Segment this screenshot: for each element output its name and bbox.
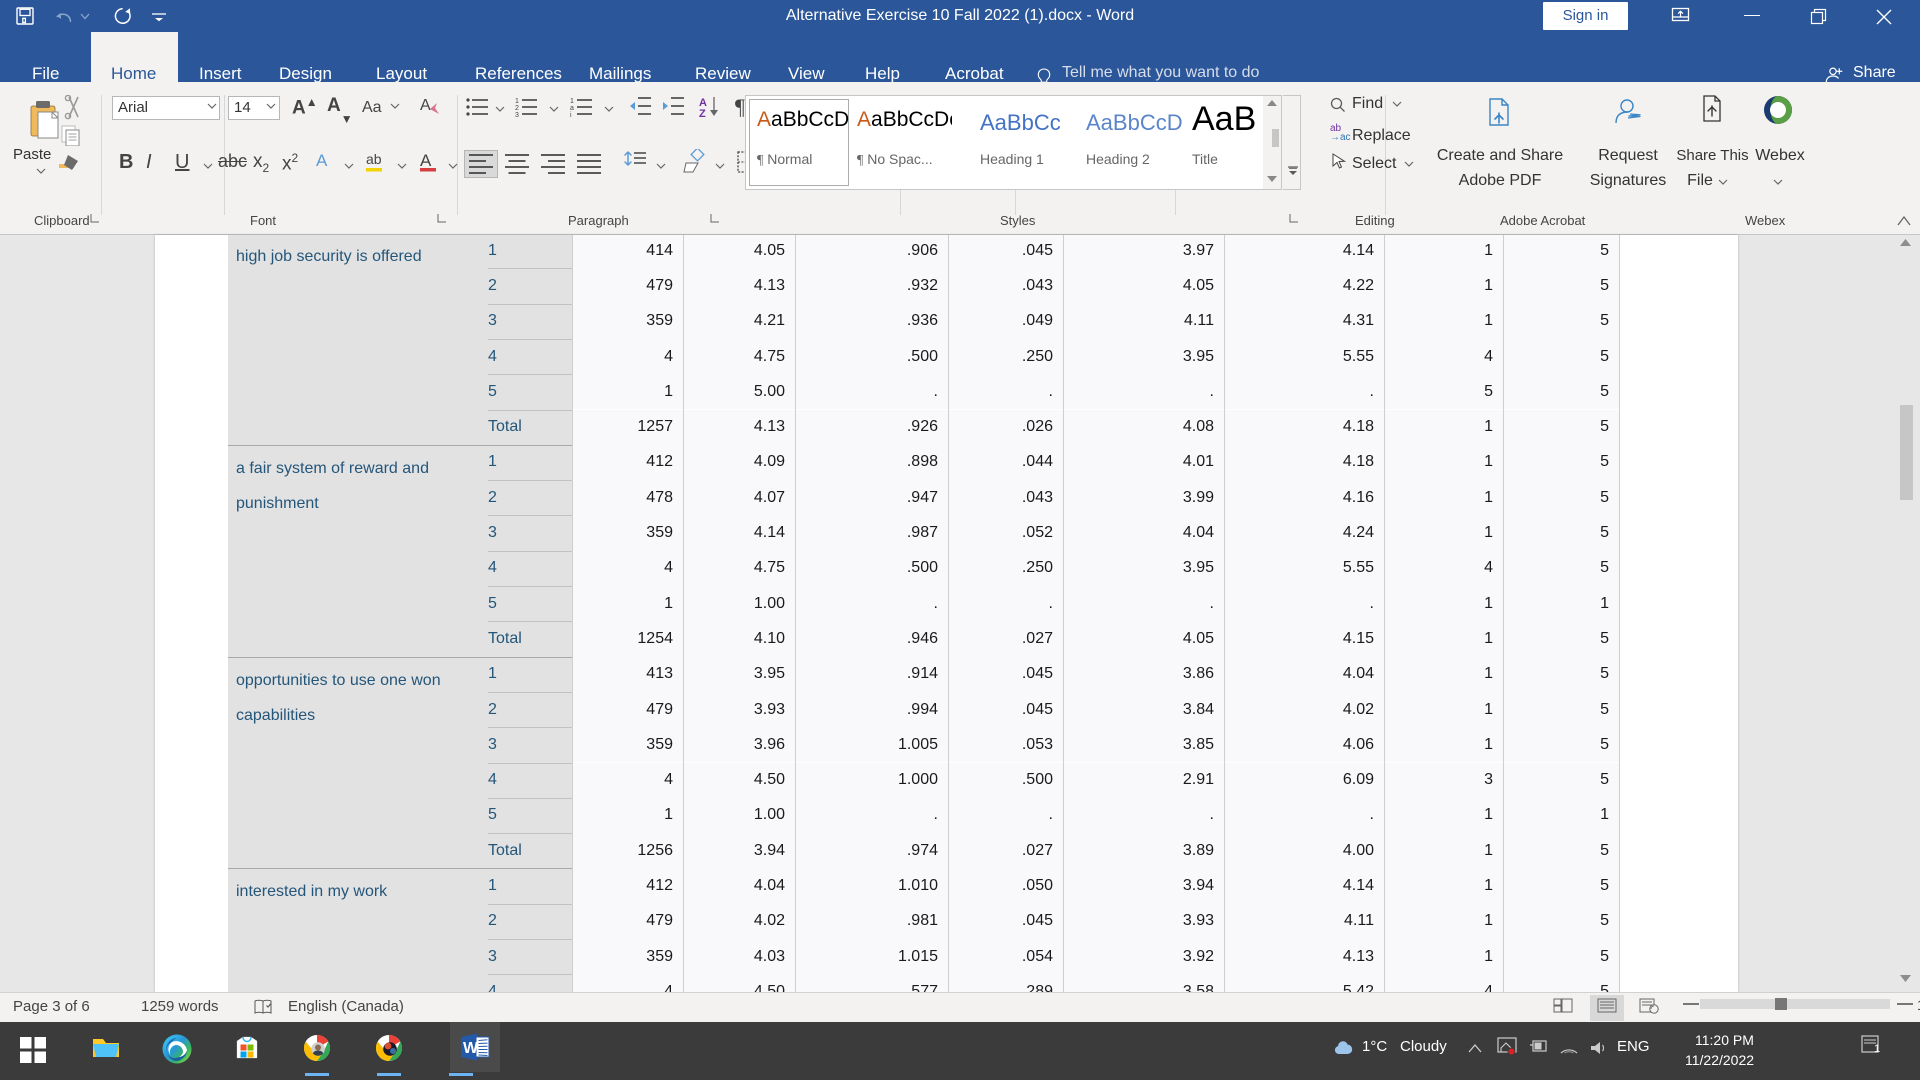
- svg-text:1: 1: [570, 98, 574, 105]
- svg-text:1: 1: [515, 98, 519, 105]
- svg-text:ab: ab: [366, 151, 382, 167]
- svg-text:i: i: [570, 112, 572, 118]
- svg-text:a: a: [570, 105, 574, 112]
- svg-text:3: 3: [515, 112, 519, 118]
- svg-text:2: 2: [515, 105, 519, 112]
- svg-text:Aa: Aa: [362, 99, 382, 116]
- svg-text:A: A: [420, 97, 431, 114]
- svg-text:A: A: [420, 151, 432, 170]
- svg-text:A: A: [316, 151, 328, 170]
- svg-text:¶: ¶: [735, 95, 745, 119]
- svg-text:Z: Z: [699, 108, 706, 119]
- svg-text:W: W: [463, 1040, 479, 1057]
